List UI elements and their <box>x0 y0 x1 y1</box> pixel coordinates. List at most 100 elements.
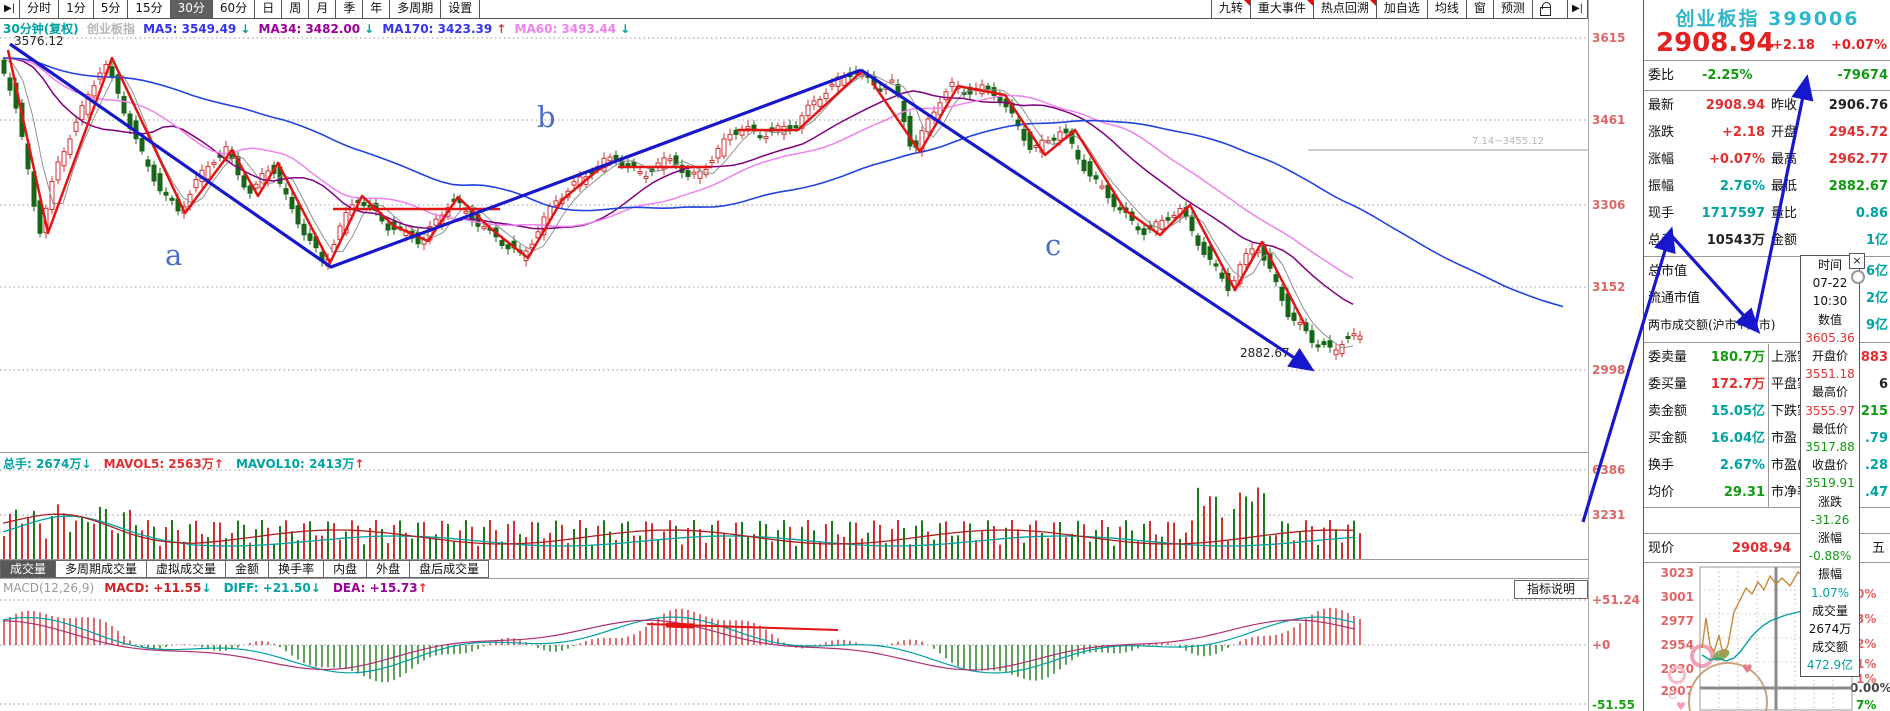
zongshizhi-label: 总市值 <box>1648 264 1688 279</box>
zongshizhi-value: 6亿 <box>1865 264 1888 279</box>
low-price-label: 2882.67 <box>1240 346 1290 360</box>
zongshou-arrow-icon: ↓ <box>81 457 92 471</box>
huanshou-label: 换手 <box>1648 458 1675 473</box>
tab-waipan[interactable]: 外盘 <box>367 560 411 578</box>
tooltip-time: 10:30 <box>1812 294 1848 309</box>
period-toolbar: ▶| 分时 1分 5分 15分 30分 60分 日 周 月 季 年 多周期 设置… <box>0 0 1588 19</box>
wave-c-label: c <box>1045 228 1062 262</box>
xianjia-label: 现价 <box>1648 541 1675 556</box>
tooltip-changepct: -0.88% <box>1808 549 1852 564</box>
sticker-heart-icon: ♥ <box>1676 700 1686 711</box>
wave-a-label: a <box>165 238 183 272</box>
indicator-help-button[interactable]: 指标说明 <box>1514 580 1588 599</box>
btn-major-events[interactable]: 重大事件 <box>1251 0 1314 18</box>
collapse-left-icon[interactable]: ▶| <box>0 0 21 18</box>
diff-value: DIFF: +21.50 <box>223 581 311 595</box>
tooltip-amplitude-label: 振幅 <box>1817 567 1842 582</box>
shijing-value: .47 <box>1864 485 1888 500</box>
tab-virtual-volume[interactable]: 虚拟成交量 <box>147 560 227 578</box>
tab-neipan[interactable]: 内盘 <box>324 560 368 578</box>
period-label: 30分钟(复权) <box>3 22 79 36</box>
weimai-value: 180.7万 <box>1710 350 1765 365</box>
tab-amount[interactable]: 金额 <box>226 560 270 578</box>
dea-value: DEA: +15.73 <box>332 581 418 595</box>
tab-1min[interactable]: 1分 <box>59 0 94 18</box>
tab-after-hours-volume[interactable]: 盘后成交量 <box>410 560 490 578</box>
btn-add-watchlist[interactable]: 加自选 <box>1377 0 1428 18</box>
tooltip-open: 3551.18 <box>1805 367 1855 382</box>
tab-15min[interactable]: 15分 <box>128 0 171 18</box>
zuigao-label: 最高 <box>1771 152 1798 167</box>
sticker-flower-icon <box>1690 644 1714 668</box>
maijine-label: 卖金额 <box>1648 404 1688 419</box>
kaipan-label: 开盘 <box>1771 125 1798 140</box>
ma60-arrow-icon: ↓ <box>620 22 631 36</box>
liutong-label: 流通市值 <box>1648 291 1701 306</box>
symbol-label: 创业板指 <box>86 22 135 36</box>
btn-window[interactable]: 窗 <box>1467 0 1494 18</box>
tab-settings[interactable]: 设置 <box>441 0 481 18</box>
last-price: 2908.94 <box>1656 28 1775 58</box>
red-flag-icon <box>1306 0 1313 6</box>
btn-hotspot-review[interactable]: 热点回溯 <box>1314 0 1377 18</box>
tooltip-close: 3519.91 <box>1805 476 1855 491</box>
zuidi-value: 2882.67 <box>1828 179 1888 194</box>
maijine-value: 15.05亿 <box>1710 404 1765 419</box>
tab-chengjiaoliang[interactable]: 成交量 <box>0 560 57 578</box>
macd-axis-bottom: -51.55 <box>1592 698 1635 711</box>
tab-quarter[interactable]: 季 <box>336 0 364 18</box>
pingpan-value: 6 <box>1878 377 1888 392</box>
zuixin-value: 2908.94 <box>1705 98 1765 113</box>
collapse-right-icon[interactable]: ▶| <box>1568 0 1588 18</box>
tooltip-time-label: 时间 <box>1817 258 1842 272</box>
shangzhang-value: 883 <box>1860 350 1888 365</box>
chart-header: 30分钟(复权) 创业板指 MA5: 3549.49 ↓ MA34: 3482.0… <box>3 20 634 37</box>
tooltip-amount: 472.9亿 <box>1806 658 1854 673</box>
huanshou-value: 2.67% <box>1719 458 1765 473</box>
tooltip-volume-label: 成交量 <box>1811 603 1848 618</box>
tab-60min[interactable]: 60分 <box>213 0 256 18</box>
maijinee-label: 买金额 <box>1648 431 1688 446</box>
mini-raxis-1: 3% <box>1856 612 1877 626</box>
mini-raxis-3: 1% <box>1856 657 1877 671</box>
tab-fenshi[interactable]: 分时 <box>20 0 60 18</box>
tooltip-value-label: 数值 <box>1817 312 1842 327</box>
weicha-value: -79674 <box>1837 68 1888 83</box>
btn-forecast[interactable]: 预测 <box>1494 0 1533 18</box>
macd-arrow-icon: ↓ <box>201 581 212 595</box>
data-tooltip: 时间 07-22 10:30 数值 3605.36 开盘价 3551.18 最高… <box>1800 255 1860 677</box>
tab-30min[interactable]: 30分 <box>170 0 213 18</box>
weibi-value: -2.25% <box>1702 68 1753 83</box>
price-axis-3152: 3152 <box>1592 280 1626 294</box>
shiying-label: 市盈 <box>1771 431 1798 446</box>
btn-ma-lines[interactable]: 均线 <box>1428 0 1467 18</box>
tab-5min[interactable]: 5分 <box>94 0 129 18</box>
jine-label: 金额 <box>1771 233 1798 248</box>
tab-week[interactable]: 周 <box>282 0 310 18</box>
panel-title[interactable]: 创业板指 399006 <box>1675 8 1860 30</box>
tooltip-gear-icon[interactable] <box>1851 270 1865 284</box>
tab-year[interactable]: 年 <box>363 0 391 18</box>
tooltip-close-icon[interactable]: × <box>1849 253 1865 269</box>
tab-turnover[interactable]: 换手率 <box>269 560 325 578</box>
tooltip-high-label: 最高价 <box>1811 385 1848 400</box>
tab-day[interactable]: 日 <box>255 0 283 18</box>
tab-multi-period-volume[interactable]: 多周期成交量 <box>56 560 148 578</box>
tooltip-value: 3605.36 <box>1805 330 1855 345</box>
price-change-pct: +0.07% <box>1831 38 1887 53</box>
ma170-arrow-icon: ↑ <box>496 22 507 36</box>
maijinee-value: 16.04亿 <box>1710 431 1765 446</box>
tabs-top-border <box>0 559 1588 560</box>
tab-multi-period[interactable]: 多周期 <box>390 0 442 18</box>
btn-jiuzhuan[interactable]: 九转 <box>1210 0 1251 18</box>
ma5-value: MA5: 3549.49 <box>143 22 237 36</box>
macd-param: MACD(12,26,9) <box>3 581 95 595</box>
tab-month[interactable]: 月 <box>309 0 337 18</box>
mini-raxis-2: 2% <box>1856 637 1877 651</box>
mavol5-arrow-icon: ↑ <box>213 457 224 471</box>
high-price-label: 3576.12 <box>14 34 64 48</box>
macd-axis-zero: +0 <box>1592 638 1611 652</box>
lock-icon[interactable] <box>1533 0 1568 18</box>
weimailiang-label: 委买量 <box>1648 377 1688 392</box>
